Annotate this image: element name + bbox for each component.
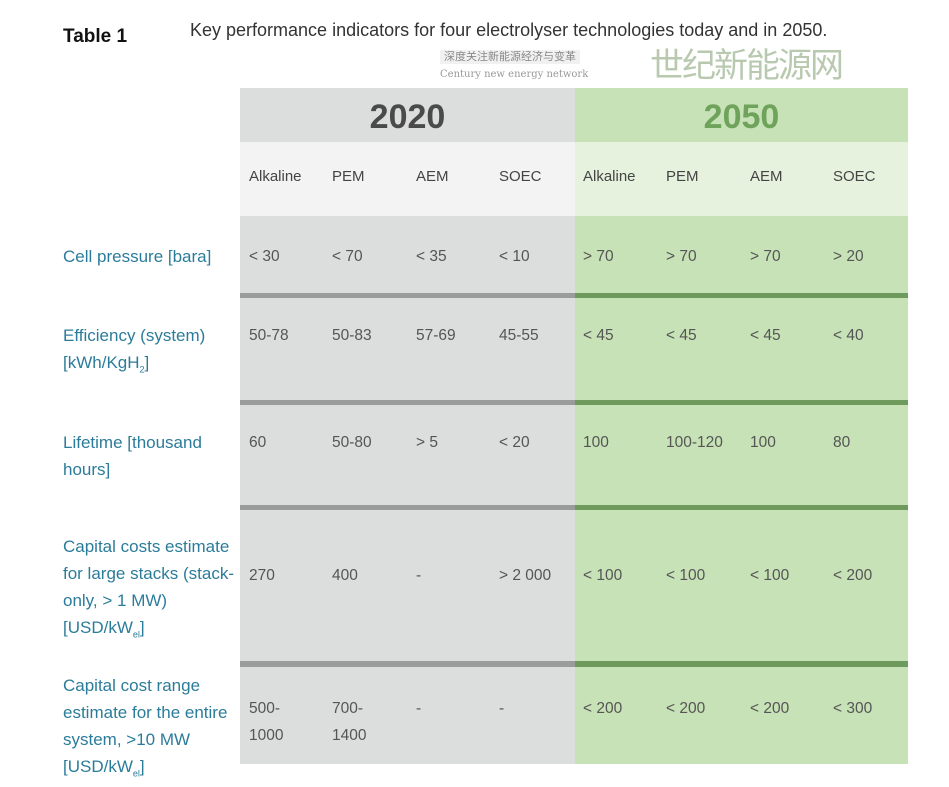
row-label-text: Lifetime [thousand hours]: [63, 433, 202, 479]
row-label: Capital cost range estimate for the enti…: [63, 672, 239, 787]
table-cell: < 10: [499, 248, 530, 265]
column-header: PEM: [332, 168, 365, 185]
table-cell: < 200: [750, 700, 790, 717]
column-header: AEM: [750, 168, 783, 185]
table-cell: < 70: [332, 248, 363, 265]
table-cell: 80: [833, 434, 851, 451]
table-cell: 50-78: [249, 327, 289, 344]
row-label-subscript: 2: [139, 364, 145, 375]
table-cell: < 100: [750, 567, 790, 584]
table-cell: < 35: [416, 248, 447, 265]
table-cell: < 200: [583, 700, 623, 717]
row-divider: [240, 400, 575, 405]
row-divider: [575, 293, 908, 298]
row-divider: [240, 661, 575, 667]
table-cell: > 70: [583, 248, 614, 265]
column-header: SOEC: [499, 168, 542, 185]
column-header: AEM: [416, 168, 449, 185]
table-cell: -: [416, 700, 422, 717]
row-label-text: Capital cost range estimate for the enti…: [63, 676, 228, 776]
table-cell: > 2 000: [499, 567, 552, 584]
row-label-end: ]: [139, 618, 145, 637]
table-cell: > 5: [416, 434, 438, 451]
table-cell: < 200: [833, 567, 873, 584]
table-cell: -: [416, 567, 422, 584]
row-label-end: ]: [139, 757, 145, 776]
row-divider: [575, 505, 908, 510]
table-cell: < 200: [666, 700, 706, 717]
table-cell: < 300: [833, 700, 873, 717]
row-label: Efficiency (system) [kWh/KgH2]: [63, 322, 239, 383]
column-header: Alkaline: [583, 168, 636, 185]
table-cell: 50-80: [332, 434, 372, 451]
table-cell: 45-55: [499, 327, 539, 344]
row-divider: [575, 400, 908, 405]
table-cell: 400: [332, 567, 358, 584]
row-label: Lifetime [thousand hours]: [63, 429, 239, 483]
row-label-text: Capital costs estimate for large stacks …: [63, 537, 234, 637]
row-label-subscript: el: [132, 768, 140, 779]
row-divider: [240, 505, 575, 510]
year-2050-header: 2050: [703, 98, 780, 136]
row-divider: [240, 293, 575, 298]
table-cell: < 45: [750, 327, 781, 344]
table-cell: 270: [249, 567, 275, 584]
table-cell: 50-83: [332, 327, 372, 344]
column-header: Alkaline: [249, 168, 302, 185]
row-divider: [575, 661, 908, 667]
subheader-2050: [575, 142, 908, 216]
table-cell: 700- 1400: [332, 700, 367, 744]
table-cell: < 100: [583, 567, 623, 584]
table-cell: < 40: [833, 327, 864, 344]
row-label-subscript: el: [132, 629, 140, 640]
table-label: Table 1: [63, 26, 128, 47]
table-cell: 100-120: [666, 434, 723, 451]
column-header: PEM: [666, 168, 699, 185]
table-cell: < 45: [583, 327, 614, 344]
row-label: Cell pressure [bara]: [63, 243, 239, 270]
watermark-top: 深度关注新能源经济与变革: [440, 50, 580, 64]
table-cell: < 20: [499, 434, 530, 451]
table-cell: 60: [249, 434, 267, 451]
table-cell: > 70: [750, 248, 781, 265]
subheader-2020: [240, 142, 575, 216]
table-cell: > 70: [666, 248, 697, 265]
row-label: Capital costs estimate for large stacks …: [63, 533, 239, 648]
table-cell: 100: [583, 434, 609, 451]
table-cell: < 45: [666, 327, 697, 344]
table-cell: > 20: [833, 248, 864, 265]
table-cell: 57-69: [416, 327, 456, 344]
row-label-text: Cell pressure [bara]: [63, 247, 212, 266]
table-caption: Key performance indicators for four elec…: [190, 20, 828, 40]
table-cell: -: [499, 700, 505, 717]
row-label-end: ]: [144, 353, 150, 372]
table-cell: 500- 1000: [249, 700, 284, 744]
watermark-main: 世纪新能源网: [650, 46, 844, 86]
year-2020-header: 2020: [369, 98, 446, 136]
table-cell: < 100: [666, 567, 706, 584]
row-label-text: Efficiency (system) [kWh/KgH: [63, 326, 206, 372]
table-cell: < 30: [249, 248, 280, 265]
table-cell: 100: [750, 434, 776, 451]
column-header: SOEC: [833, 168, 876, 185]
watermark-sub: Century new energy network: [440, 69, 589, 80]
